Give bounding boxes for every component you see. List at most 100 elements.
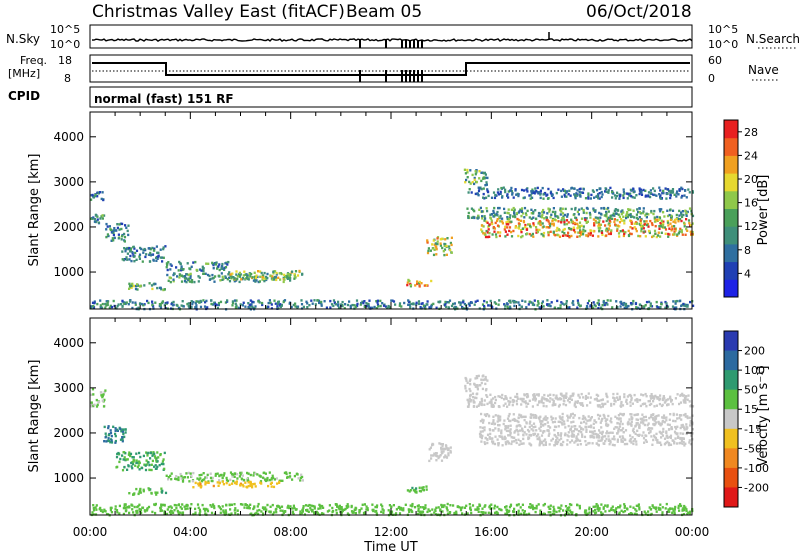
heatmap-cell: [573, 213, 576, 216]
heatmap-cell: [150, 253, 153, 256]
heatmap-cell: [520, 214, 523, 218]
heatmap-cell: [285, 471, 288, 474]
heatmap-cell: [615, 507, 618, 510]
heatmap-cell: [413, 506, 417, 509]
heatmap-cell: [421, 511, 424, 514]
heatmap-cell: [211, 479, 214, 483]
heatmap-cell: [411, 510, 414, 514]
heatmap-cell: [101, 191, 104, 194]
heatmap-cell: [297, 477, 300, 480]
heatmap-cell: [512, 300, 515, 304]
heatmap-cell: [179, 506, 182, 509]
heatmap-cell: [489, 216, 492, 219]
heatmap-cell: [151, 459, 154, 463]
heatmap-cell: [533, 396, 536, 399]
heatmap-cell: [461, 506, 464, 509]
colorbar-swatch: [724, 208, 738, 227]
heatmap-cell: [123, 465, 126, 469]
heatmap-cell: [593, 429, 596, 433]
heatmap-cell: [128, 300, 132, 303]
heatmap-cell: [163, 451, 166, 455]
heatmap-cell: [611, 443, 614, 447]
heatmap-cell: [526, 395, 530, 398]
heatmap-cell: [122, 432, 125, 436]
heatmap-cell: [592, 431, 595, 434]
heatmap-cell: [567, 227, 571, 230]
heatmap-cell: [134, 287, 138, 291]
heatmap-cell: [544, 438, 547, 441]
heatmap-cell: [138, 461, 141, 465]
heatmap-cell: [523, 196, 526, 199]
heatmap-cell: [618, 221, 622, 224]
heatmap-cell: [279, 303, 282, 306]
heatmap-cell: [516, 217, 519, 221]
heatmap-cell: [207, 480, 210, 483]
heatmap-cell: [644, 235, 647, 238]
heatmap-cell: [599, 187, 602, 190]
heatmap-cell: [419, 512, 422, 515]
heatmap-cell: [515, 441, 518, 445]
heatmap-cell: [197, 482, 200, 485]
heatmap-cell: [148, 488, 151, 492]
heatmap-cell: [546, 421, 549, 424]
heatmap-cell: [440, 503, 443, 507]
heatmap-cell: [604, 214, 607, 217]
colorbar-swatch: [724, 243, 738, 263]
heatmap-cell: [665, 431, 668, 435]
heatmap-cell: [331, 510, 334, 514]
heatmap-cell: [611, 190, 614, 193]
heatmap-cell: [598, 219, 601, 222]
heatmap-cell: [613, 399, 616, 403]
heatmap-cell: [159, 286, 162, 290]
heatmap-cell: [542, 504, 545, 507]
heatmap-cell: [474, 508, 477, 511]
heatmap-cell: [119, 427, 122, 431]
heatmap-cell: [507, 424, 510, 428]
heatmap-cell: [553, 433, 556, 437]
heatmap-cell: [99, 306, 102, 309]
colorbar-tick-label: 50: [744, 384, 758, 397]
heatmap-cell: [172, 278, 175, 281]
heatmap-cell: [530, 208, 533, 211]
heatmap-cell: [96, 195, 99, 198]
heatmap-cell: [486, 395, 489, 398]
heatmap-cell: [676, 299, 679, 303]
heatmap-cell: [554, 397, 557, 400]
heatmap-cell: [517, 416, 520, 419]
heatmap-cell: [294, 270, 298, 273]
heatmap-cell: [433, 453, 436, 456]
heatmap-cell: [600, 432, 604, 436]
heatmap-cell: [103, 390, 106, 394]
heatmap-cell: [123, 247, 126, 250]
heatmap-cell: [322, 506, 325, 509]
heatmap-cell: [501, 196, 504, 199]
heatmap-cell: [524, 212, 527, 215]
heatmap-cell: [445, 253, 448, 256]
heatmap-cell: [659, 225, 662, 228]
heatmap-cell: [233, 503, 236, 506]
heatmap-cell: [632, 427, 635, 431]
heatmap-cell: [620, 300, 623, 304]
heatmap-cell: [295, 472, 299, 476]
heatmap-cell: [503, 398, 506, 401]
heatmap-cell: [654, 417, 658, 420]
heatmap-cell: [93, 403, 96, 406]
heatmap-cell: [215, 263, 218, 266]
heatmap-cell: [484, 217, 487, 220]
heatmap-cell: [138, 468, 141, 471]
heatmap-cell: [497, 188, 500, 191]
heatmap-cell: [320, 303, 323, 306]
heatmap-cell: [142, 251, 145, 254]
heatmap-cell: [110, 439, 113, 442]
heatmap-cell: [538, 400, 541, 403]
heatmap-cell: [522, 434, 525, 437]
heatmap-cell: [473, 396, 477, 399]
heatmap-cell: [647, 427, 650, 430]
heatmap-cell: [483, 413, 486, 416]
heatmap-cell: [571, 301, 574, 305]
heatmap-cell: [659, 306, 662, 309]
heatmap-cell: [151, 300, 154, 303]
heatmap-cell: [493, 504, 496, 507]
heatmap-cell: [186, 262, 189, 265]
heatmap-cell: [523, 216, 526, 219]
